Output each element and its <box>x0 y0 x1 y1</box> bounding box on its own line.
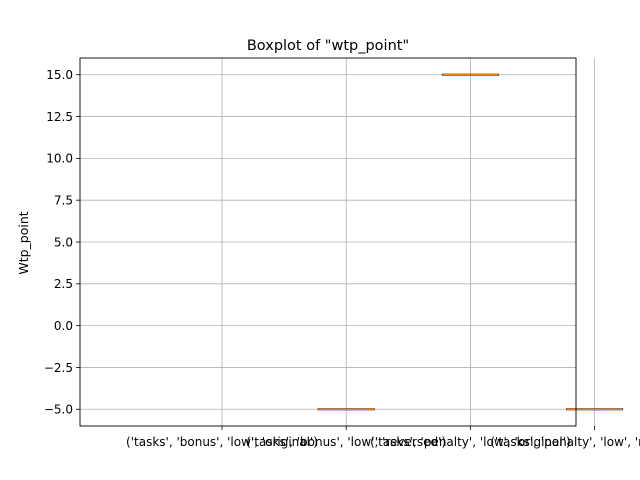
y-tick-label: 2.5 <box>54 277 73 291</box>
y-axis-label: Wtp_point <box>16 211 31 274</box>
grid <box>80 58 595 426</box>
y-tick-label: −2.5 <box>44 361 73 375</box>
axes: −5.0 −2.5 0.0 2.5 5.0 7.5 10.0 12.5 15.0 ('tasks'… <box>44 57 640 449</box>
x-tick-label: ('tasks', 'penalty', 'low', 'original') <box>370 435 571 449</box>
y-tick-label: 12.5 <box>46 110 73 124</box>
boxes <box>317 73 624 411</box>
y-tick-label: 5.0 <box>54 235 73 249</box>
x-tick-label: ('tasks', 'bonus', 'low', 'original') <box>126 435 318 449</box>
x-tick-label: ('tasks', 'penalty', 'low', 'reversed') <box>490 435 640 449</box>
y-tick-label: 15.0 <box>46 68 73 82</box>
y-tick-label: 7.5 <box>54 193 73 207</box>
plot-frame <box>79 57 577 427</box>
chart-title: Boxplot of "wtp_point" <box>247 38 409 54</box>
x-tick-label: ('tasks', 'bonus', 'low', 'reversed') <box>246 435 446 449</box>
y-tick-label: 0.0 <box>54 319 73 333</box>
y-tick-label: 10.0 <box>46 152 73 166</box>
y-tick-label: −5.0 <box>44 403 73 417</box>
